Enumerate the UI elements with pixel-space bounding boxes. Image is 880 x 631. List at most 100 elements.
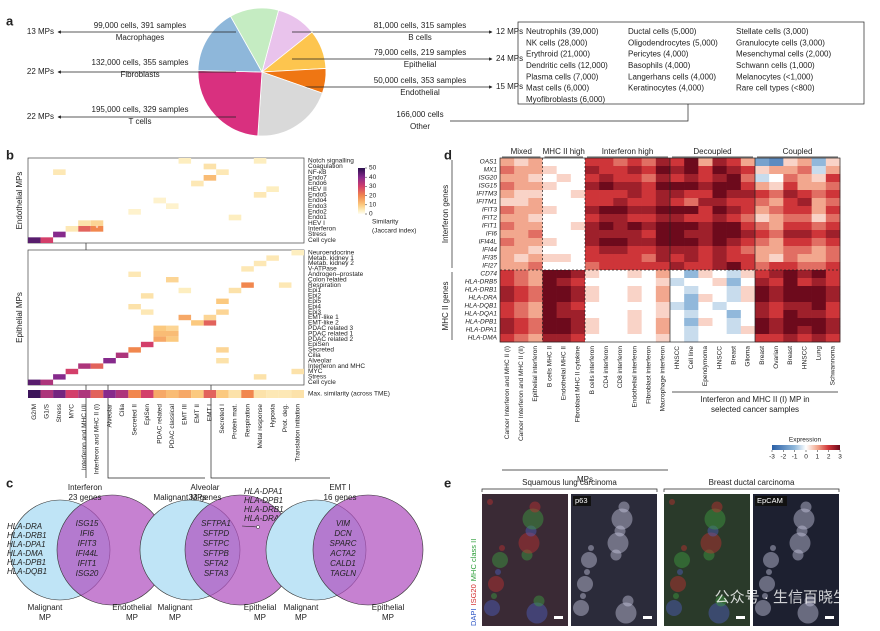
heatmap-cell <box>641 262 657 271</box>
heatmap-cell <box>140 309 154 315</box>
mp-count: 24 MPs <box>496 54 523 63</box>
heatmap-cell <box>698 326 713 335</box>
heatmap-cell <box>556 334 572 343</box>
heatmap-cell <box>253 158 267 164</box>
heatmap-cell <box>755 294 770 303</box>
heatmap-cell <box>769 278 784 287</box>
heatmap-cell <box>670 278 685 287</box>
gene-label: IFITM3 <box>476 191 497 198</box>
heatmap-cell <box>769 206 784 215</box>
heatmap-cell <box>542 254 557 263</box>
heatmap-cell <box>825 270 841 279</box>
heatmap-cell <box>53 169 66 175</box>
tissue-blob <box>789 532 811 554</box>
heatmap-cell <box>528 182 543 191</box>
heatmap-cell <box>825 326 841 335</box>
column-label: G1/S <box>44 403 51 418</box>
heatmap-cell <box>740 230 756 239</box>
heatmap-cell <box>712 190 727 199</box>
column-label: EMT I <box>207 404 214 421</box>
gene: SPARC <box>330 539 357 548</box>
heatmap-cell <box>570 206 586 215</box>
heatmap-cell <box>670 310 685 319</box>
heatmap-cell <box>811 326 827 335</box>
heatmap-cell <box>191 180 204 187</box>
heatmap-cell <box>641 326 657 335</box>
heatmap-cell <box>684 278 699 287</box>
heatmap-cell <box>627 206 642 215</box>
heatmap-cell <box>811 318 827 327</box>
tissue-blob <box>762 593 768 599</box>
venn-title: Interferon <box>68 483 102 492</box>
heatmap-cell <box>228 214 242 221</box>
heatmap-cell <box>613 254 628 263</box>
heatmap-cell <box>698 222 713 231</box>
gene-label: IFITM1 <box>476 199 497 206</box>
gene-label: HLA-DPB1 <box>465 319 497 326</box>
heatmap-cell <box>542 174 557 183</box>
row-label: HEV I <box>308 220 325 227</box>
heatmap-cell <box>726 158 742 167</box>
column-label: Fibroblast MHC II cytokine <box>575 346 582 423</box>
heatmap-cell <box>783 158 798 167</box>
heatmap-cell <box>500 158 515 167</box>
heatmap-cell <box>613 206 628 215</box>
tissue-blob <box>703 549 715 561</box>
heatmap-cell <box>599 222 614 231</box>
row-group-label: MHC II genes <box>441 282 450 331</box>
gene: SFTPD <box>203 529 229 538</box>
heatmap-cell <box>542 278 557 287</box>
heatmap-cell <box>698 238 713 247</box>
heatmap-cell <box>769 326 784 335</box>
heatmap-cell <box>528 230 543 239</box>
gene: SFTPC <box>203 539 229 548</box>
heatmap-cell <box>500 222 515 231</box>
colorbar-title: Expression <box>789 437 822 444</box>
gene: HLA-DRA <box>244 514 279 523</box>
heatmap-cell <box>500 270 515 279</box>
heatmap-cell <box>811 206 827 215</box>
heatmap-cell <box>755 206 770 215</box>
heatmap-cell <box>178 314 192 321</box>
gene: HLA-DMA <box>7 549 43 558</box>
heatmap-cell <box>542 214 557 223</box>
heatmap-cell <box>825 198 841 207</box>
heatmap-cell <box>599 326 614 335</box>
micrograph <box>571 494 657 626</box>
colorbar-tick-label: 0 <box>804 454 808 461</box>
heatmap-cell <box>698 166 713 175</box>
heatmap-cell <box>783 174 798 183</box>
column-label: HNSCC <box>674 346 681 369</box>
venn-title: Alveolar <box>191 483 220 492</box>
heatmap-cell <box>585 206 600 215</box>
heatmap-cell <box>641 158 657 167</box>
heatmap-cell <box>266 186 279 192</box>
heatmap-cell <box>78 220 91 226</box>
heatmap-cell <box>627 214 642 223</box>
colorbar-tick-label: 30 <box>369 183 377 190</box>
heatmap-cell <box>797 158 812 167</box>
heatmap-cell <box>655 190 671 199</box>
heatmap-cell <box>670 158 685 167</box>
max-similarity-cell <box>291 390 304 398</box>
heatmap-cell <box>570 230 586 239</box>
heatmap-cell <box>684 222 699 231</box>
heatmap-cell <box>40 379 54 385</box>
heatmap-cell <box>755 334 770 343</box>
heatmap-cell <box>655 262 671 271</box>
heatmap-cell <box>825 214 841 223</box>
heatmap-cell <box>570 238 586 247</box>
heatmap-cell <box>153 331 166 337</box>
heatmap-cell <box>542 262 557 271</box>
heatmap-cell <box>528 214 543 223</box>
set-label: Epithelial <box>244 603 277 612</box>
gene-label: HLA-DQA1 <box>464 311 497 318</box>
heatmap-cell <box>797 174 812 183</box>
heatmap-cell <box>684 182 699 191</box>
heatmap-cell <box>811 190 827 199</box>
heatmap-cell <box>740 246 756 255</box>
column-label: B cells MHC II <box>546 346 553 387</box>
tissue-blob <box>704 508 726 530</box>
column-label: Breast <box>787 346 794 365</box>
tissue-blob <box>700 532 722 554</box>
